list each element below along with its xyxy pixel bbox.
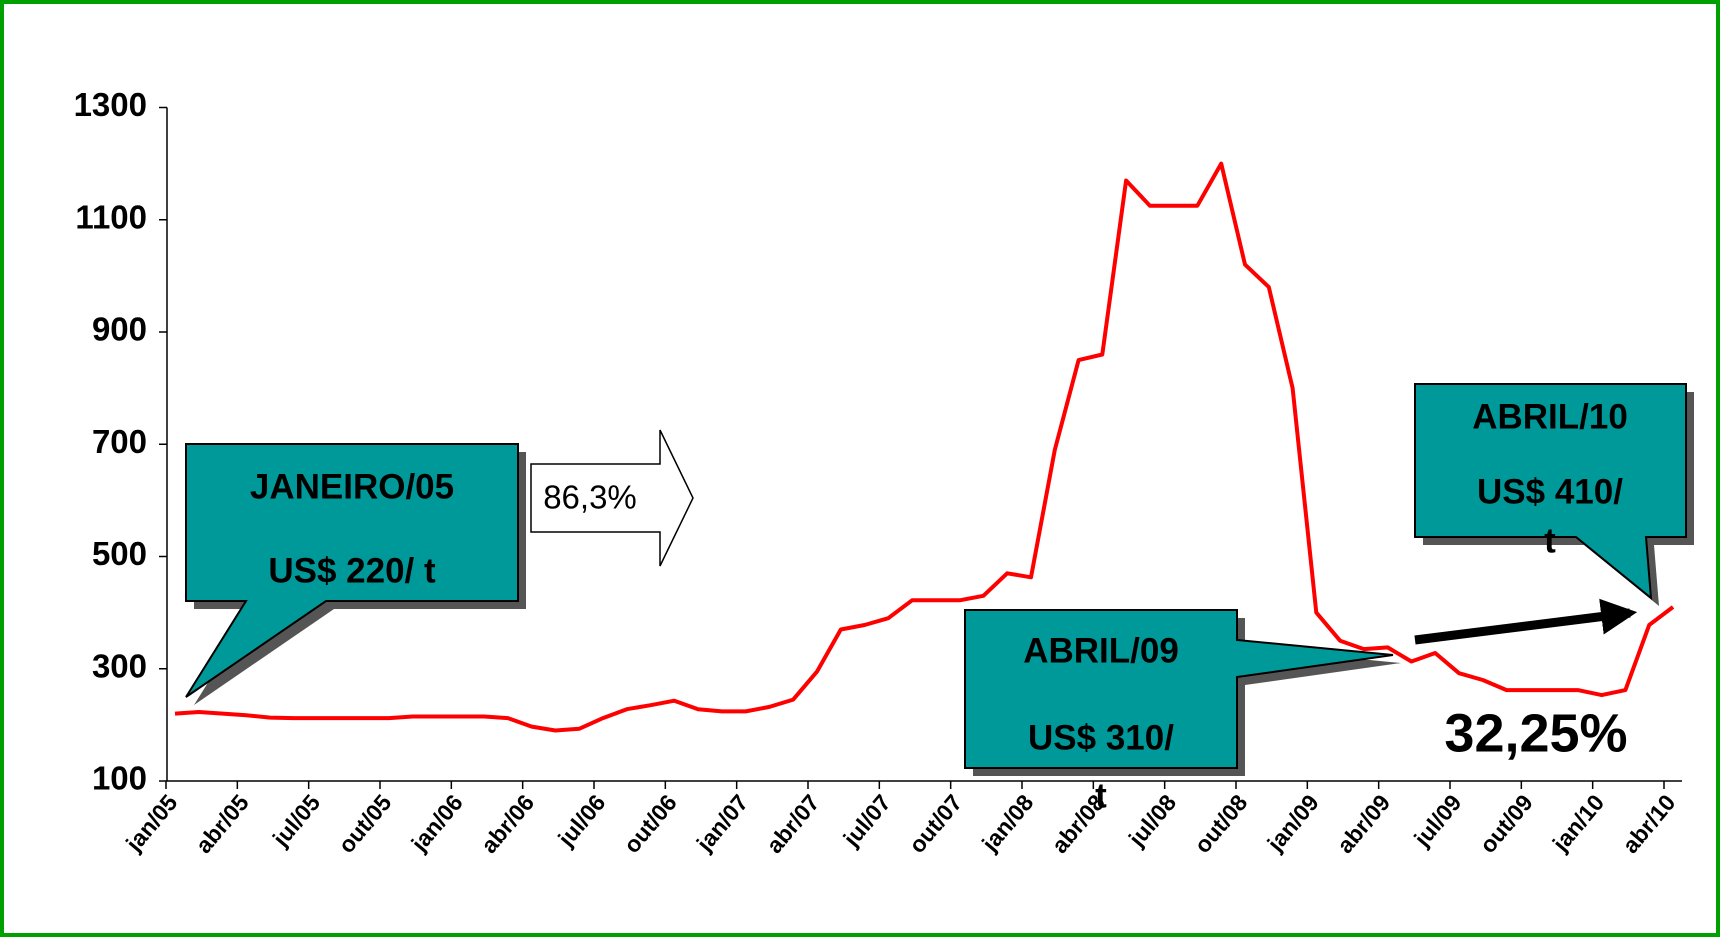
callout-text: t bbox=[1544, 521, 1556, 560]
callout-text: ABRIL/09 bbox=[1023, 631, 1179, 670]
callout-text: US$ 410/ bbox=[1477, 472, 1623, 511]
y-tick-label: 700 bbox=[92, 423, 147, 460]
callout-text: US$ 220/ t bbox=[268, 551, 436, 590]
series-line bbox=[174, 161, 1675, 733]
callout-text: JANEIRO/05 bbox=[250, 467, 454, 506]
callout-text: US$ 310/ bbox=[1028, 718, 1174, 757]
y-tick-label: 1100 bbox=[75, 198, 147, 235]
callout-abr09: ABRIL/09 US$ 310/ t bbox=[964, 609, 1401, 815]
y-tick-label: 500 bbox=[92, 535, 147, 572]
trend-arrow bbox=[1414, 598, 1638, 645]
y-tick-label: 100 bbox=[92, 760, 147, 797]
y-tick-label: 300 bbox=[92, 647, 147, 684]
change-arrow: 86,3% bbox=[530, 429, 694, 567]
callout-text: ABRIL/10 bbox=[1472, 397, 1628, 436]
change-label: 32,25% bbox=[1444, 703, 1627, 763]
change-label: 86,3% bbox=[543, 479, 637, 516]
callout-jan05: JANEIRO/05 US$ 220/ t bbox=[185, 443, 526, 705]
y-tick-label: 900 bbox=[92, 311, 147, 348]
y-tick-label: 1300 bbox=[74, 86, 147, 123]
callout-text: t bbox=[1095, 776, 1107, 815]
callout-abr10: ABRIL/10 US$ 410/ t bbox=[1414, 383, 1694, 606]
